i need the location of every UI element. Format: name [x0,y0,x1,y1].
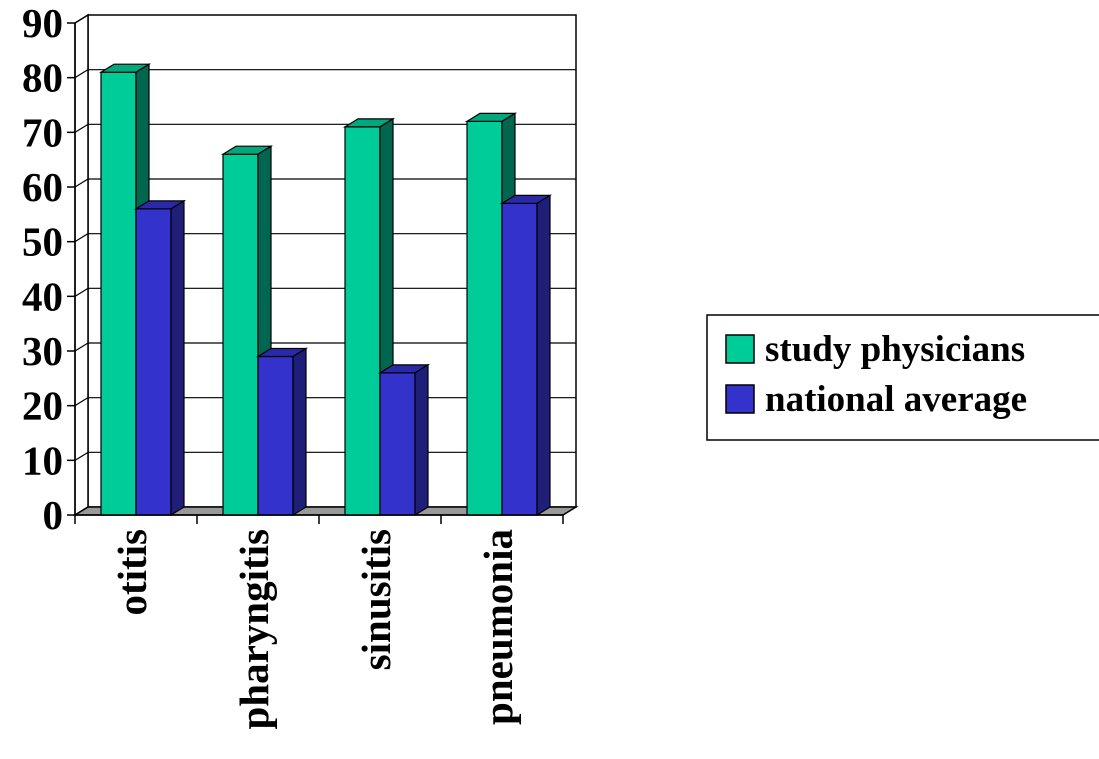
legend-swatch [725,384,755,414]
y-tick-label: 90 [22,0,63,46]
side-wall [74,13,89,517]
y-tick-label: 30 [22,328,63,374]
legend-box [706,314,1099,441]
bar-front [344,126,381,516]
y-tick-label: 80 [22,55,63,101]
gridline-side [74,233,89,243]
x-tick-label: pharyngitis [231,529,277,730]
x-tick-label: otitis [109,529,155,616]
bar-side [292,347,307,517]
x-axis: otitis pharyngitis sinusitis pneumonia [74,514,564,730]
gridline-side [74,397,89,407]
y-tick-label: 60 [22,164,63,210]
x-tick-label: pneumonia [475,529,521,725]
y-tick-label: 40 [22,273,63,319]
y-tick-label: 0 [43,492,64,538]
gridline-side [74,178,89,188]
bar [98,63,152,517]
bar-side [170,199,185,517]
legend-label: study physicians [765,329,1025,370]
bar-front [379,372,416,516]
legend-swatch [725,334,755,364]
bar-side [414,363,429,517]
gridline-side [74,342,89,352]
bar-front [135,208,172,516]
bar-front [501,202,538,516]
gridline-side [74,287,89,297]
bar-side [536,194,551,517]
legend: study physicians national average [706,314,1099,441]
bar [255,347,309,517]
bar [499,194,553,517]
y-axis: 0 10 20 30 40 50 60 70 80 90 [22,0,76,538]
bar-front [222,153,259,516]
bars [98,63,553,517]
legend-label: national average [765,379,1027,420]
y-tick-label: 50 [22,219,63,265]
gridline-side [74,123,89,133]
bar-front [466,120,503,516]
bar [133,199,187,517]
y-tick-label: 10 [22,437,63,483]
y-tick-label: 20 [22,383,63,429]
x-tick-label: sinusitis [353,529,399,670]
bar [377,363,431,517]
bar-front [257,355,294,516]
y-tick-label: 70 [22,109,63,155]
gridline-side [74,451,89,461]
gridline-side [74,69,89,79]
bar-front [100,71,137,516]
